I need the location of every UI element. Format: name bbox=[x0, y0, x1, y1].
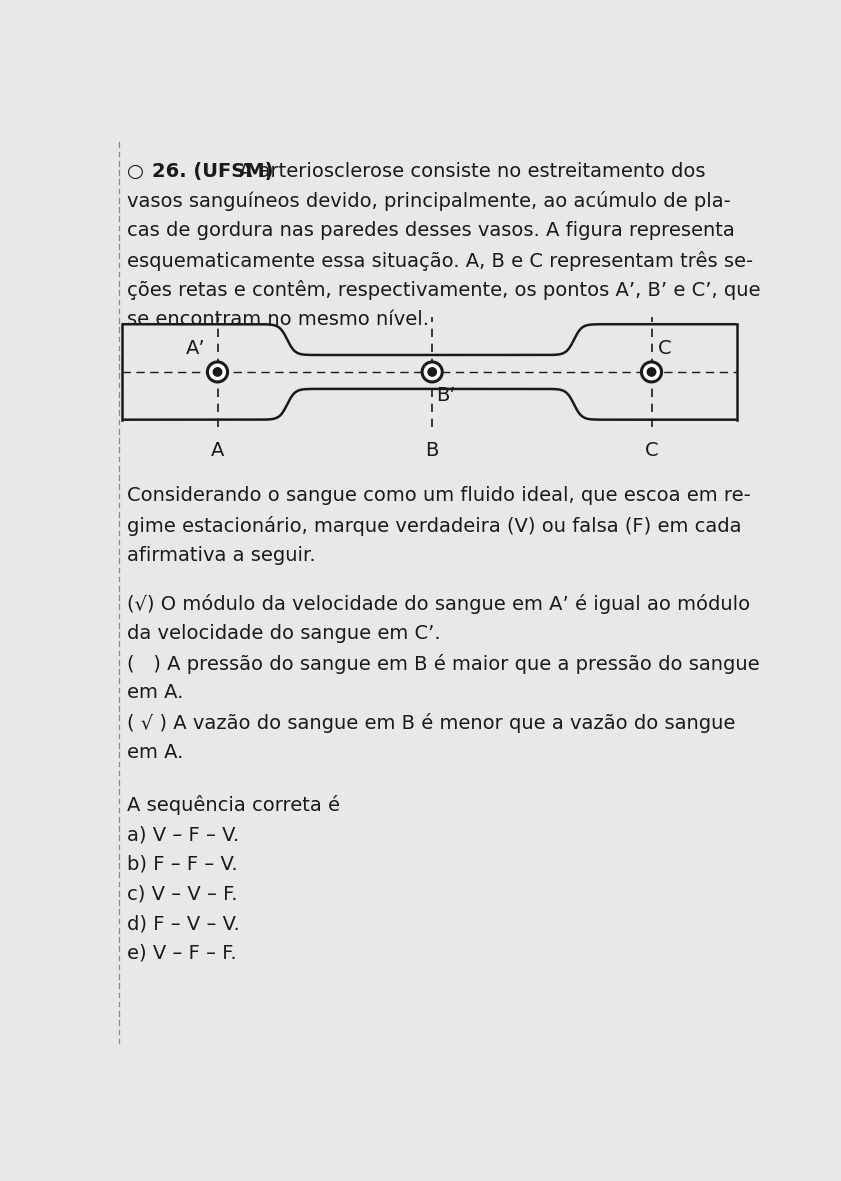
Circle shape bbox=[648, 367, 656, 377]
Text: em A.: em A. bbox=[127, 743, 183, 762]
Circle shape bbox=[214, 367, 222, 377]
Text: A arteriosclerose consiste no estreitamento dos: A arteriosclerose consiste no estreitame… bbox=[239, 162, 706, 181]
Text: ○: ○ bbox=[127, 162, 144, 181]
Text: se encontram no mesmo nível.: se encontram no mesmo nível. bbox=[127, 309, 429, 329]
Text: B’: B’ bbox=[436, 386, 456, 405]
Text: esquematicamente essa situação. A, B e C representam três se-: esquematicamente essa situação. A, B e C… bbox=[127, 250, 753, 270]
Text: C: C bbox=[658, 339, 671, 358]
Text: A’: A’ bbox=[186, 339, 206, 358]
Text: (   ) A pressão do sangue em B é maior que a pressão do sangue: ( ) A pressão do sangue em B é maior que… bbox=[127, 654, 759, 674]
Text: cas de gordura nas paredes desses vasos. A figura representa: cas de gordura nas paredes desses vasos.… bbox=[127, 221, 734, 240]
Text: Considerando o sangue como um fluido ideal, que escoa em re-: Considerando o sangue como um fluido ide… bbox=[127, 487, 750, 505]
Text: a) V – F – V.: a) V – F – V. bbox=[127, 826, 239, 844]
Text: vasos sanguíneos devido, principalmente, ao acúmulo de pla-: vasos sanguíneos devido, principalmente,… bbox=[127, 191, 731, 211]
Text: e) V – F – F.: e) V – F – F. bbox=[127, 944, 236, 963]
Text: gime estacionário, marque verdadeira (V) ou falsa (F) em cada: gime estacionário, marque verdadeira (V)… bbox=[127, 516, 741, 536]
Text: em A.: em A. bbox=[127, 684, 183, 703]
Text: C: C bbox=[645, 442, 659, 461]
Text: c) V – V – F.: c) V – V – F. bbox=[127, 885, 237, 903]
Circle shape bbox=[642, 361, 662, 381]
Text: ( √ ) A vazão do sangue em B é menor que a vazão do sangue: ( √ ) A vazão do sangue em B é menor que… bbox=[127, 713, 735, 733]
Text: (√) O módulo da velocidade do sangue em A’ é igual ao módulo: (√) O módulo da velocidade do sangue em … bbox=[127, 594, 750, 614]
Circle shape bbox=[422, 361, 442, 381]
Text: d) F – V – V.: d) F – V – V. bbox=[127, 914, 240, 933]
Text: da velocidade do sangue em C’.: da velocidade do sangue em C’. bbox=[127, 624, 441, 644]
Text: B: B bbox=[426, 442, 439, 461]
Text: A: A bbox=[211, 442, 225, 461]
Circle shape bbox=[208, 361, 228, 381]
Text: b) F – F – V.: b) F – F – V. bbox=[127, 855, 237, 874]
Text: ções retas e contêm, respectivamente, os pontos A’, B’ e C’, que: ções retas e contêm, respectivamente, os… bbox=[127, 280, 760, 300]
Text: afirmativa a seguir.: afirmativa a seguir. bbox=[127, 546, 315, 565]
Circle shape bbox=[428, 367, 436, 377]
Text: 26. (UFSM): 26. (UFSM) bbox=[151, 162, 273, 181]
Text: A sequência correta é: A sequência correta é bbox=[127, 796, 340, 815]
